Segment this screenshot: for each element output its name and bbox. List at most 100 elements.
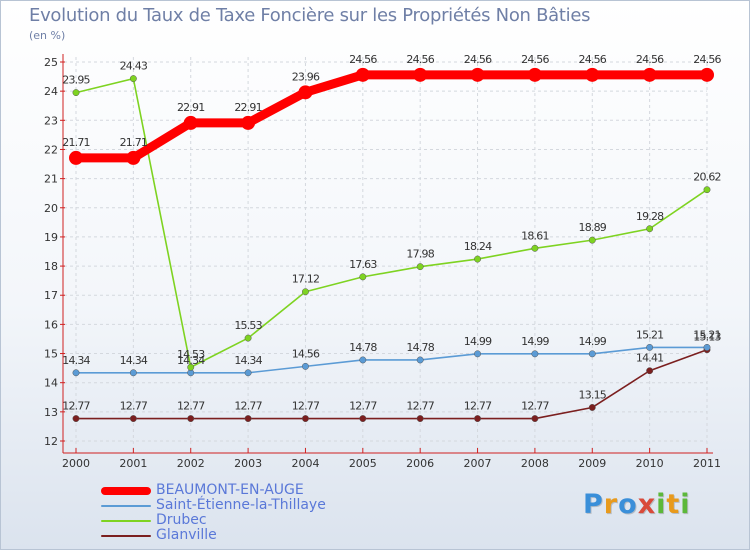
x-tick-label: 2003 — [234, 457, 262, 470]
proxiti-logo: Proxiti — [583, 489, 691, 520]
data-point — [588, 404, 596, 411]
data-point — [531, 244, 539, 252]
legend-item-beaumont: BEAUMONT-EN-AUGE — [101, 483, 421, 498]
data-point — [183, 115, 198, 130]
legend-item-drubec: Drubec — [101, 513, 421, 528]
y-tick-label: 13 — [44, 406, 58, 419]
data-point — [244, 369, 252, 377]
data-label: 24.56 — [636, 53, 664, 66]
data-label: 13.15 — [579, 388, 607, 401]
y-tick-label: 20 — [44, 202, 58, 215]
legend-item-saint-etienne: Saint-Étienne-la-Thillaye — [101, 498, 421, 513]
data-point — [703, 186, 711, 194]
data-label: 24.56 — [693, 53, 721, 66]
legend-label-saint-etienne: Saint-Étienne-la-Thillaye — [156, 497, 326, 513]
data-label: 14.34 — [62, 354, 90, 367]
y-tick-label: 14 — [44, 377, 58, 390]
data-label: 14.99 — [579, 335, 607, 348]
data-point — [646, 343, 654, 351]
data-label: 24.56 — [579, 53, 607, 66]
data-point — [302, 362, 309, 370]
data-point — [244, 334, 252, 342]
y-tick-label: 25 — [44, 56, 58, 69]
legend-label-beaumont: BEAUMONT-EN-AUGE — [156, 482, 304, 498]
data-label: 14.34 — [120, 354, 148, 367]
data-point — [646, 367, 654, 375]
x-tick-label: 2007 — [464, 457, 492, 470]
data-label: 18.24 — [464, 240, 492, 253]
data-label: 24.56 — [349, 53, 377, 66]
data-point — [129, 415, 137, 423]
y-tick-label: 23 — [44, 114, 58, 127]
series-line-1 — [75, 346, 708, 374]
data-label: 17.63 — [349, 258, 377, 271]
data-point — [72, 89, 80, 97]
data-point — [187, 415, 195, 423]
series-line-3 — [75, 348, 708, 420]
x-tick-label: 2004 — [291, 457, 319, 470]
data-label: 14.53 — [177, 348, 205, 361]
data-point — [531, 415, 539, 423]
data-point — [700, 67, 714, 82]
data-point — [646, 225, 654, 233]
x-tick-label: 2005 — [349, 457, 377, 470]
data-label: 12.77 — [521, 400, 549, 413]
data-point — [703, 343, 711, 351]
data-label: 12.77 — [234, 400, 262, 413]
y-tick-label: 19 — [44, 231, 58, 244]
data-label: 14.34 — [234, 354, 262, 367]
data-label: 14.78 — [349, 341, 377, 354]
data-label: 12.77 — [62, 400, 90, 413]
data-point — [72, 369, 80, 377]
data-point — [69, 150, 83, 165]
y-tick-label: 22 — [44, 143, 58, 156]
legend: BEAUMONT-EN-AUGE Saint-Étienne-la-Thilla… — [101, 483, 421, 543]
data-label: 17.98 — [406, 248, 434, 261]
data-label: 12.77 — [464, 400, 492, 413]
data-label: 14.34 — [177, 354, 205, 367]
data-point — [416, 415, 424, 423]
data-label: 23.95 — [62, 74, 90, 87]
chart-title: Evolution du Taux de Taxe Foncière sur l… — [29, 5, 591, 26]
data-label: 18.61 — [521, 229, 549, 242]
data-point — [359, 415, 367, 423]
data-label: 22.91 — [234, 101, 262, 114]
data-label: 18.89 — [579, 221, 607, 234]
data-label: 15.21 — [636, 328, 664, 341]
data-point — [302, 288, 309, 296]
data-point — [359, 356, 367, 364]
data-point — [585, 67, 600, 82]
data-point — [126, 150, 141, 165]
legend-swatch-saint-etienne — [101, 505, 151, 507]
data-point — [129, 75, 137, 83]
data-point — [531, 350, 539, 358]
x-tick-label: 2002 — [177, 457, 205, 470]
data-label: 19.28 — [636, 210, 664, 223]
legend-label-drubec: Drubec — [156, 512, 207, 528]
data-point — [416, 263, 424, 271]
legend-swatch-glanville — [101, 535, 151, 537]
x-tick-label: 2008 — [521, 457, 549, 470]
data-point — [474, 350, 481, 358]
data-label: 17.12 — [292, 273, 320, 286]
data-label: 24.56 — [406, 53, 434, 66]
data-label: 22.91 — [177, 101, 205, 114]
data-point — [588, 236, 596, 244]
legend-item-glanville: Glanville — [101, 528, 421, 543]
x-tick-label: 2000 — [62, 457, 90, 470]
data-label: 12.77 — [120, 400, 148, 413]
y-tick-label: 17 — [44, 289, 58, 302]
data-point — [474, 415, 481, 423]
data-label: 24.43 — [120, 60, 148, 73]
x-tick-label: 2006 — [406, 457, 434, 470]
x-tick-label: 2010 — [636, 457, 664, 470]
data-label: 24.56 — [464, 53, 492, 66]
data-point — [244, 415, 252, 423]
data-point — [416, 356, 424, 364]
data-point — [470, 67, 485, 82]
data-point — [187, 363, 195, 371]
data-point — [302, 415, 309, 423]
data-label: 23.96 — [292, 70, 320, 83]
x-tick-label: 2009 — [578, 457, 606, 470]
